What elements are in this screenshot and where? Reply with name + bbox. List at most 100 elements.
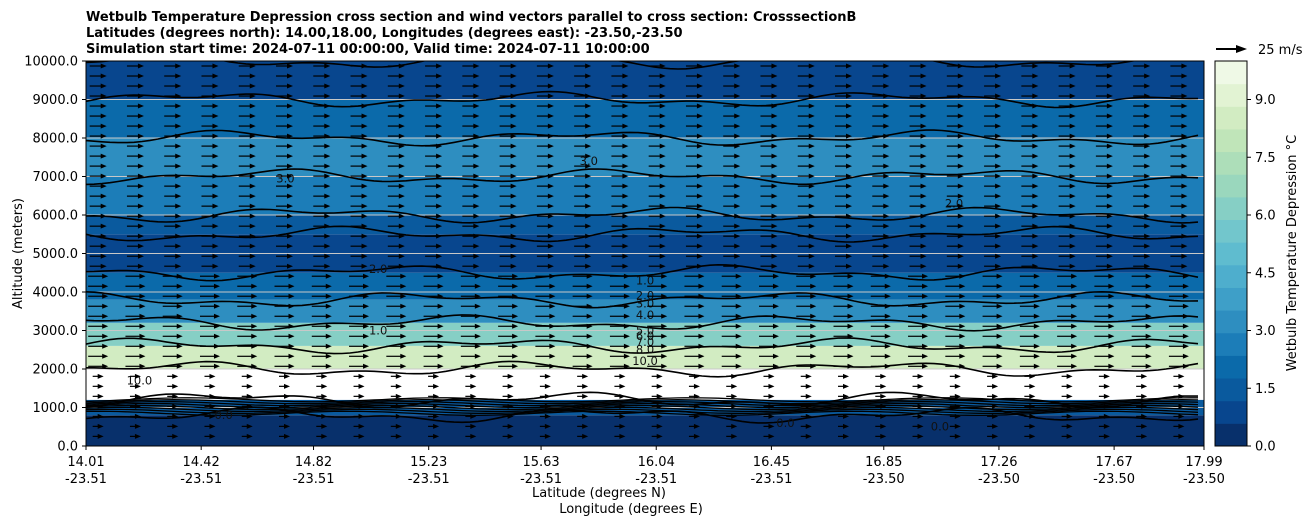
wind-vector-head [512, 283, 519, 289]
wind-vector-head [1033, 313, 1040, 319]
wind-vector-head [623, 363, 630, 369]
wind-vector-head [251, 323, 258, 329]
wind-vector-head [363, 303, 370, 309]
wind-vector-head [696, 213, 703, 219]
contour-line [86, 406, 1199, 413]
wind-vector-head [959, 313, 966, 319]
wind-vector-head [470, 393, 477, 399]
wind-vector-head [325, 273, 332, 279]
wind-vector-head [917, 433, 924, 439]
wind-vector-head [398, 83, 405, 89]
wind-vector-head [808, 153, 815, 159]
wind-vector-head [805, 373, 812, 379]
wind-vector-head [995, 223, 1002, 229]
wind-vector-head [696, 193, 703, 199]
wind-vector-head [249, 203, 256, 209]
wind-vector-head [696, 123, 703, 129]
wind-vector-head [284, 413, 291, 419]
wind-vector-head [771, 103, 778, 109]
wind-vector-head [137, 263, 144, 269]
wind-vector-head [771, 83, 778, 89]
wind-vector-head [395, 423, 402, 429]
wind-vector-head [1032, 73, 1039, 79]
wind-vector-head [473, 173, 480, 179]
x-tick-label-lat: 16.45 [753, 455, 790, 470]
wind-vector-head [212, 93, 219, 99]
wind-vector-head [473, 233, 480, 239]
wind-vector-head [995, 253, 1002, 259]
contour-line [86, 263, 1199, 282]
wind-vector-head [805, 433, 812, 439]
wind-vector-head [1032, 93, 1039, 99]
wind-vector-head [810, 303, 817, 309]
wind-vector-head [1029, 423, 1036, 429]
wind-vector-head [507, 413, 514, 419]
wind-vector-head [398, 73, 405, 79]
wind-vector-head [771, 73, 778, 79]
wind-vector-head [957, 113, 964, 119]
wind-vector-head [324, 123, 331, 129]
wind-vector-head [922, 343, 929, 349]
contour-band [86, 176, 1204, 215]
wind-vector-head [361, 213, 368, 219]
wind-vector-head [398, 123, 405, 129]
wind-vector-head [957, 123, 964, 129]
wind-vector-head [661, 303, 668, 309]
wind-vector-head [585, 233, 592, 239]
wind-vector-head [920, 243, 927, 249]
wind-vector-head [696, 83, 703, 89]
wind-vector-head [1069, 193, 1076, 199]
wind-vector-head [139, 313, 146, 319]
wind-vector-head [1141, 433, 1148, 439]
wind-vector-head [585, 73, 592, 79]
wind-vector-head [547, 153, 554, 159]
wind-vector-head [97, 393, 104, 399]
wind-vector-head [843, 413, 850, 419]
wind-vector-head [734, 73, 741, 79]
wind-vector-head [734, 123, 741, 129]
contour-label: 3.0 [636, 296, 654, 310]
wind-vector-head [1108, 333, 1115, 339]
wind-vector-head [102, 303, 109, 309]
wind-vector-head [1182, 343, 1189, 349]
contour-line [86, 314, 1199, 332]
wind-vector-head [436, 243, 443, 249]
wind-vector-head [884, 273, 891, 279]
wind-vector-head [473, 253, 480, 259]
contour-line [86, 337, 1199, 355]
wind-vector-head [808, 243, 815, 249]
wind-vector-head [1144, 193, 1151, 199]
wind-vector-head [139, 283, 146, 289]
wind-vector-head [1182, 313, 1189, 319]
wind-vector-head [659, 203, 666, 209]
wind-vector-head [102, 363, 109, 369]
wind-vector-head [996, 283, 1003, 289]
wind-vector-head [920, 73, 927, 79]
wind-vector-head [734, 203, 741, 209]
wind-vector-head [883, 213, 890, 219]
wind-vector-head [1141, 403, 1148, 409]
wind-vector-head [1144, 243, 1151, 249]
wind-vector-head [134, 383, 141, 389]
wind-vector-head [474, 363, 481, 369]
wind-vector-head [176, 313, 183, 319]
wind-vector-head [622, 63, 629, 69]
wind-vector-head [846, 133, 853, 139]
contour-label: 2.0 [369, 262, 387, 276]
wind-vector-head [734, 193, 741, 199]
wind-vector-head [843, 433, 850, 439]
wind-vector-head [1029, 403, 1036, 409]
wind-vector-head [810, 283, 817, 289]
colorbar: 0.0 1.5 3.0 4.5 6.0 7.5 9.0 [1214, 60, 1276, 455]
wind-vector-head [507, 393, 514, 399]
wind-vector-head [772, 363, 779, 369]
wind-vector-head [1106, 143, 1113, 149]
wind-vector-head [1108, 353, 1115, 359]
wind-vector-head [249, 73, 256, 79]
wind-vector-head [1066, 433, 1073, 439]
colorbar-step [1215, 310, 1247, 334]
wind-vector-head [172, 413, 179, 419]
wind-vector-head [771, 253, 778, 259]
wind-vector-head [995, 183, 1002, 189]
wind-vector-head [547, 233, 554, 239]
